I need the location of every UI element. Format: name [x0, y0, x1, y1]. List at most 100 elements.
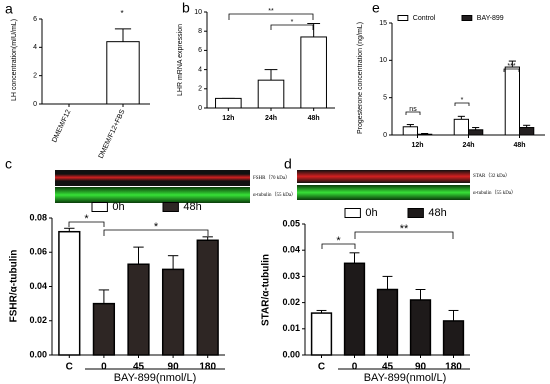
x-tick-label: 90: [415, 362, 427, 373]
y-tick-label: 0.06: [29, 247, 47, 257]
y-tick-label: 6: [198, 47, 202, 54]
y-tick-label: 4: [33, 44, 37, 51]
x-tick-label: C: [318, 362, 325, 373]
significance: *: [291, 19, 294, 26]
significance: *: [120, 9, 123, 18]
bar: [106, 41, 140, 105]
bar: [215, 97, 242, 109]
y-tick-label: 2: [198, 86, 202, 93]
significance: **: [268, 8, 274, 15]
y-tick-label: 0.02: [282, 297, 300, 307]
y-tick-label: 0: [33, 101, 37, 108]
y-tick-label: 0.08: [29, 212, 47, 222]
blot-c: [55, 170, 250, 203]
blot-d: [297, 170, 470, 200]
panel-label: e: [372, 0, 380, 16]
bar: [504, 66, 521, 136]
significance-bracket: [405, 111, 421, 115]
legend-label: 48h: [183, 201, 201, 213]
x-tick-label: DMEM/F12: [51, 109, 72, 144]
bar: [417, 133, 433, 136]
bar: [402, 126, 419, 136]
panel-label: c: [5, 156, 12, 172]
legend-swatch: [397, 15, 409, 21]
y-tick-label: 2: [33, 73, 37, 80]
y-tick-label: 0.05: [282, 218, 300, 228]
significance: *: [154, 221, 159, 233]
bar: [127, 263, 150, 356]
bar: [409, 299, 432, 356]
y-tick-label: 0.00: [29, 349, 47, 359]
x-tick-label: C: [66, 362, 73, 373]
x-tick-label: 180: [445, 362, 462, 373]
bar: [453, 118, 470, 136]
legend-swatch: [461, 15, 473, 21]
significance-bracket: [503, 68, 520, 72]
bar: [468, 129, 484, 136]
bar: [519, 127, 535, 136]
legend-label: 0h: [112, 201, 124, 213]
x-tick-label: 0: [101, 362, 107, 373]
legend-swatch: [344, 208, 361, 218]
bar: [196, 239, 219, 356]
y-axis-label: FSHR/α-tubulin: [9, 250, 20, 323]
y-axis-label: LHR mRNA expression: [177, 24, 184, 96]
y-tick-label: 0.04: [282, 245, 300, 255]
significance-bracket: [103, 229, 209, 236]
y-tick-label: 15: [379, 20, 387, 27]
x-tick-label: DMEM/F12+FBS: [98, 108, 127, 159]
blot-label: α-tubulin（55 kDa）: [253, 192, 296, 198]
y-tick-label: 5: [383, 95, 387, 102]
y-tick-label: 8: [198, 28, 202, 35]
y-tick-label: 0: [383, 132, 387, 139]
y-tick-label: 0.01: [282, 323, 300, 333]
x-tick-label: 12h: [411, 142, 423, 149]
y-axis-label: STAR/α-tubulin: [261, 254, 272, 326]
y-tick-label: 10: [194, 9, 202, 16]
bar: [310, 312, 333, 356]
x-tick-label: 90: [168, 362, 180, 373]
bar: [343, 262, 366, 356]
blot-label: FSHR（70 kDa）: [253, 175, 290, 181]
x-tick-label: 45: [133, 362, 145, 373]
significance: ***: [507, 63, 515, 70]
bar: [376, 288, 399, 356]
bar: [442, 320, 465, 356]
significance: ns: [409, 106, 417, 113]
panel-label: d: [284, 156, 292, 172]
y-tick-label: 0: [198, 105, 202, 112]
legend-label: 0h: [365, 207, 377, 219]
x-tick-label: 180: [199, 362, 216, 373]
legend-swatch: [91, 202, 108, 212]
x-tick-label: 12h: [222, 115, 234, 122]
legend-swatch: [162, 202, 179, 212]
significance-bracket: [228, 13, 314, 20]
legend-label: 48h: [428, 207, 446, 219]
y-tick-label: 4: [198, 66, 202, 73]
y-tick-label: 0.02: [29, 315, 47, 325]
panel-label: b: [182, 0, 190, 16]
y-tick-label: 0.04: [29, 281, 47, 291]
legend-swatch: [407, 208, 424, 218]
x-tick-label: 48h: [513, 142, 525, 149]
significance-bracket: [354, 231, 454, 239]
x-tick-label: 24h: [462, 142, 474, 149]
x-axis-label: BAY-899(nmol/L): [364, 372, 447, 384]
significance: **: [400, 223, 409, 235]
significance-bracket: [454, 102, 470, 106]
significance-bracket: [321, 243, 356, 249]
significance: *: [461, 97, 464, 104]
legend-label: Control: [413, 15, 436, 22]
x-tick-label: 24h: [265, 115, 277, 122]
x-tick-label: 0: [352, 362, 358, 373]
x-tick-label: 45: [382, 362, 394, 373]
bar: [300, 36, 327, 109]
significance: *: [336, 235, 341, 247]
significance-bracket: [68, 221, 105, 227]
legend-label: BAY-899: [477, 15, 504, 22]
bar: [161, 268, 185, 356]
blot-label: STAR（32 kDa）: [473, 173, 510, 179]
panel-label: a: [5, 1, 13, 17]
significance: *: [84, 213, 89, 225]
